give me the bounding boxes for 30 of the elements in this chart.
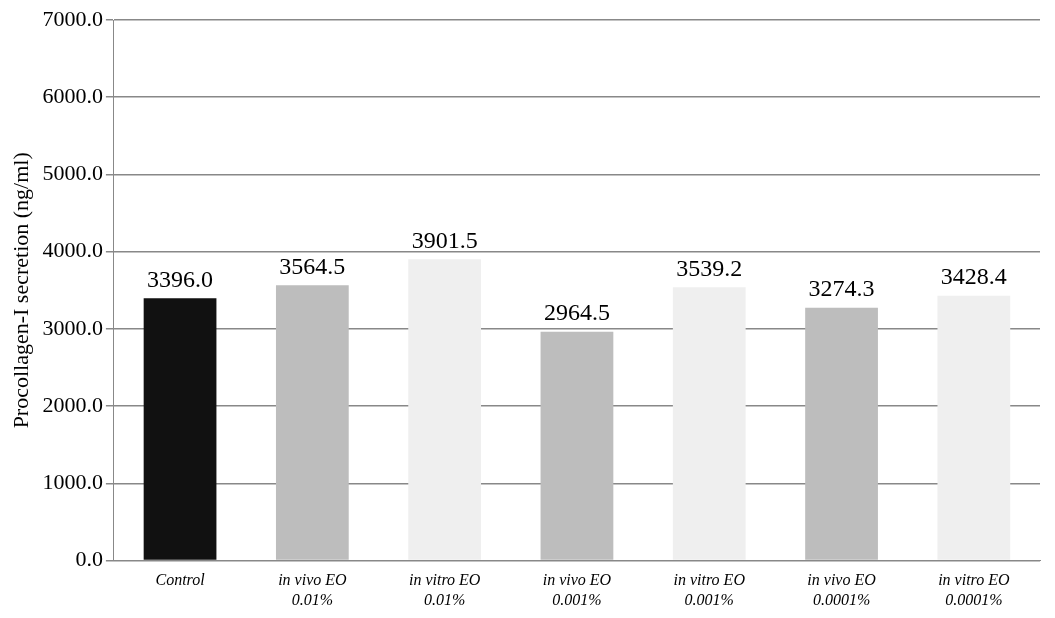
- bar: [408, 259, 482, 560]
- bar: [672, 287, 746, 560]
- bar: [540, 331, 614, 560]
- x-tick-label: in vivo EO 0.0001%: [807, 571, 877, 608]
- x-tick-label: in vivo EO 0.01%: [278, 571, 348, 608]
- y-axis-title: Procollagen-I secretion (ng/ml): [7, 152, 33, 429]
- x-tick-label: in vivo EO 0.001%: [542, 571, 612, 608]
- y-tick-label: 6000.0: [42, 83, 103, 109]
- y-tick-label: 2000.0: [42, 391, 103, 417]
- y-tick-label: 3000.0: [42, 314, 103, 340]
- bar: [143, 298, 217, 560]
- bar: [275, 285, 349, 560]
- y-tick-label: 4000.0: [42, 237, 103, 263]
- y-tick-label: 7000.0: [42, 5, 103, 31]
- y-tick-label: 1000.0: [42, 469, 103, 495]
- data-label: 3901.5: [411, 226, 478, 253]
- y-tick-label: 0.0: [75, 546, 103, 572]
- data-label: 3396.0: [147, 265, 214, 292]
- data-label: 3539.2: [676, 254, 743, 281]
- data-label: 3564.5: [279, 252, 346, 279]
- bar: [937, 295, 1011, 560]
- x-tick-label: in vitro EO 0.001%: [673, 571, 746, 608]
- data-label: 3274.3: [808, 275, 875, 302]
- x-tick-label: in vitro EO 0.0001%: [938, 571, 1010, 608]
- x-tick-label: in vitro EO 0.01%: [408, 571, 481, 608]
- x-tick-label: Control: [155, 571, 206, 589]
- data-label: 2964.5: [543, 298, 610, 325]
- data-label: 3428.4: [940, 263, 1007, 290]
- y-tick-label: 5000.0: [42, 160, 103, 186]
- bar: [805, 307, 878, 560]
